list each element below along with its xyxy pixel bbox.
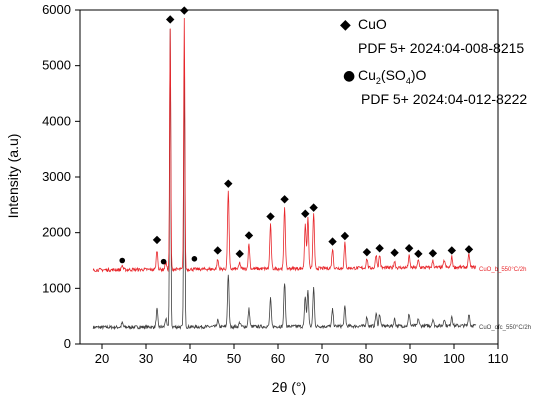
series-line-gray [92,28,477,331]
cuo-diamond-marker [328,237,337,246]
x-tick-label: 110 [488,351,509,366]
cuo-diamond-marker [390,248,399,257]
x-tick-label: 70 [315,351,329,366]
series-line-red [92,17,477,273]
x-tick-label: 30 [139,351,153,366]
series-label-gray: CuO_ofc_550°C/2h [479,325,531,331]
legend-cuo-pdf: PDF 5+ 2024:04-008-8215 [358,40,524,56]
cuo-diamond-marker [340,231,350,241]
cuo-diamond-marker [301,209,310,218]
cuo-diamond-marker [180,6,189,15]
sulfate-dot-marker [191,256,198,262]
x-tick-label: 60 [271,351,285,366]
cuo-diamond-marker [166,15,175,24]
y-tick-label: 5000 [42,58,71,73]
cuo-diamond-marker [266,212,275,221]
cuo-diamond-marker [447,246,456,255]
y-tick-label: 4000 [42,113,71,128]
axes: 20 30 40 50 60 70 80 90 100 110 0 1000 2000 3000 4000 5… [42,2,508,366]
legend: ◆ CuO PDF 5+ 2024:04-008-8215 ● Cu2(SO4)… [340,16,527,107]
legend-cuo-label: CuO [358,16,387,32]
x-axis-label: 2θ (°) [272,379,306,395]
legend-sulfate-pdf: PDF 5+ 2024:04-012-8222 [361,91,527,107]
cuo-diamond-marker [244,231,254,240]
plot-frame [79,9,499,345]
legend-dot-icon: ● [343,68,355,84]
series-layer [92,17,477,331]
cuo-diamond-marker [375,244,384,253]
x-tick-label: 90 [403,351,417,366]
y-tick-label: 6000 [42,2,71,17]
cuo-diamond-marker [280,195,289,204]
legend-diamond-icon: ◆ [340,17,351,33]
cuo-diamond-marker [464,245,474,254]
cuo-diamond-marker [414,249,423,259]
x-tick-label: 40 [183,351,197,366]
y-axis-label: Intensity (a.u) [5,134,21,219]
x-tick-label: 20 [95,351,109,366]
cuo-diamond-marker [362,247,372,257]
cuo-diamond-marker [224,179,233,188]
x-tick-label: 80 [359,351,373,366]
cuo-diamond-marker [404,244,414,253]
y-tick-label: 2000 [42,225,71,240]
sulfate-dot-marker [119,257,126,264]
y-tick-label: 0 [64,336,71,351]
cuo-diamond-marker [309,203,318,212]
cuo-diamond-marker [235,249,244,259]
x-tick-label: 100 [443,351,465,366]
cuo-diamond-marker [152,235,162,245]
y-tick-label: 3000 [42,169,71,184]
series-label-red: CuO_b_550°C/2h [479,267,526,273]
cuo-diamond-marker [428,249,438,258]
sulfate-dot-marker [160,258,167,265]
cuo-diamond-marker [213,246,222,255]
x-tick-label: 50 [227,351,241,366]
legend-sulfate-label: Cu2(SO4)O [358,67,426,86]
marker-layer [119,6,474,265]
y-tick-label: 1000 [42,280,71,295]
